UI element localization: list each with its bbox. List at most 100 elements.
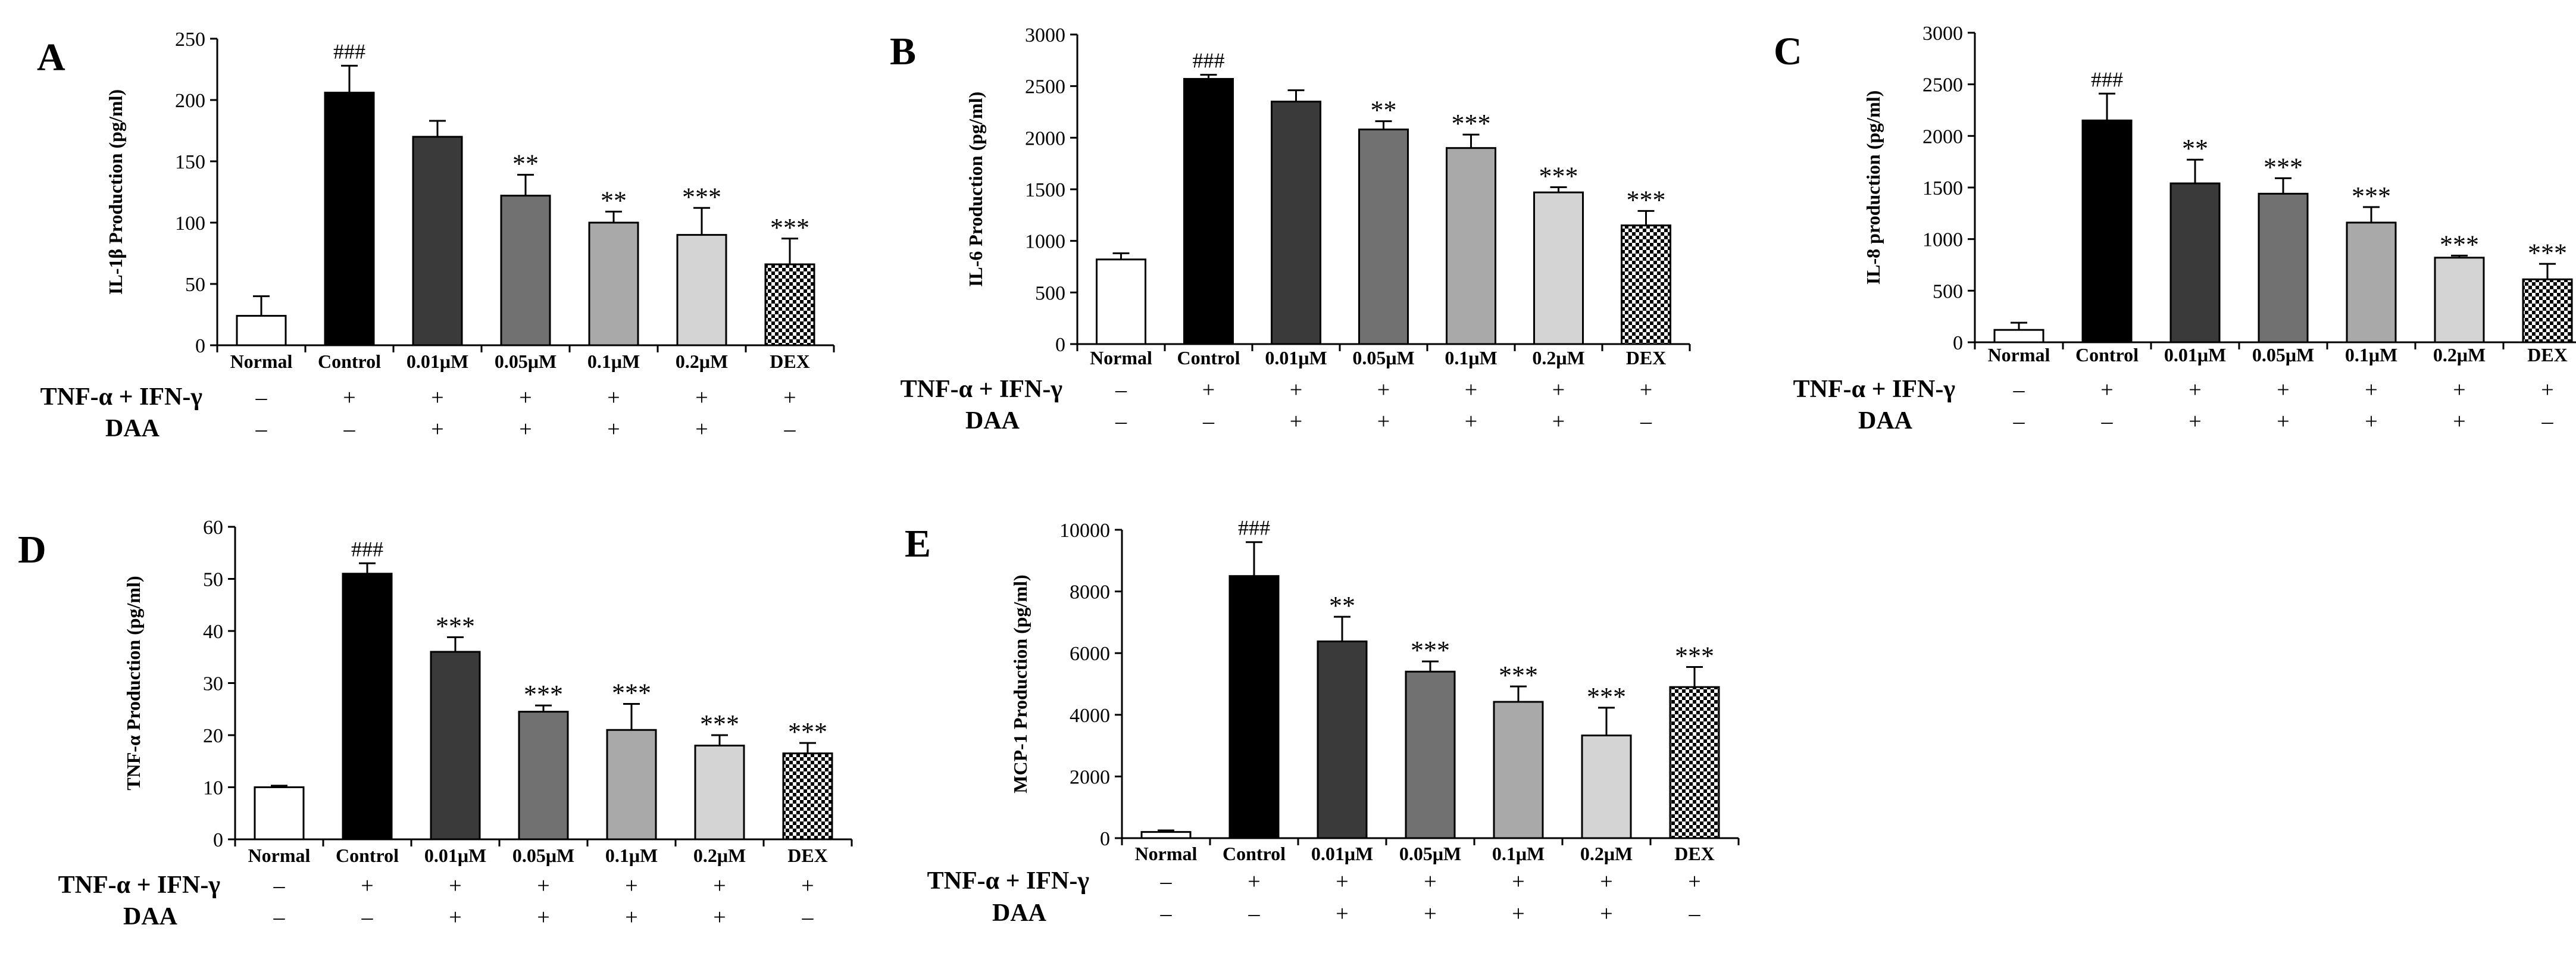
y-tick-label: 1000 <box>1025 231 1065 253</box>
treatment-sign: + <box>537 873 549 898</box>
bar <box>1581 735 1632 839</box>
y-tick-label: 40 <box>203 621 223 643</box>
significance-mark: *** <box>700 710 739 739</box>
panel-d: D 0 10 20 30 40 50 60 TNF-α Production (pg/ml) No… <box>18 517 853 930</box>
y-axis-title: IL-6 Production (pg/ml) <box>965 92 986 287</box>
daa-sign: – <box>784 417 796 442</box>
bar <box>764 263 815 346</box>
bar <box>606 729 657 841</box>
panel-e: E 0 2000 4000 6000 8000 10000 MCP-1 Production … <box>905 516 1740 927</box>
category-label: Control <box>2075 344 2139 365</box>
daa-sign: – <box>1202 409 1215 434</box>
treatment-sign: – <box>273 873 286 898</box>
daa-sign: + <box>519 417 532 442</box>
y-axis-title: TNF-α Production (pg/ml) <box>123 576 144 790</box>
daa-sign: – <box>2541 409 2554 434</box>
treatment-sign: + <box>431 385 443 410</box>
panel-letter: A <box>37 36 65 79</box>
y-tick-label: 100 <box>175 213 205 235</box>
category-label: 0.2μM <box>676 351 728 372</box>
significance-mark: *** <box>682 182 721 211</box>
category-label: 0.2μM <box>693 845 746 866</box>
significance-mark: ** <box>1329 591 1355 620</box>
treatment-sign: + <box>2189 377 2201 402</box>
y-tick-label: 10000 <box>1059 520 1110 542</box>
treatment-sign: + <box>1688 869 1700 894</box>
significance-mark: *** <box>788 717 827 746</box>
y-tick-label: 2000 <box>1070 766 1110 788</box>
y-tick-label: 30 <box>203 673 223 695</box>
category-label: 0.05μM <box>1352 347 1414 368</box>
category-label: Control <box>318 351 381 372</box>
bar <box>500 195 551 346</box>
treatment-sign: + <box>2365 377 2377 402</box>
treatment-sign: + <box>1424 869 1436 894</box>
treatment-row-label: TNF-α + IFN-γ <box>901 376 1063 403</box>
bar <box>412 136 463 346</box>
daa-row-label: DAA <box>105 415 160 442</box>
y-tick-label: 0 <box>213 829 223 851</box>
panel-letter: E <box>905 522 931 566</box>
significance-mark: *** <box>2440 230 2479 259</box>
treatment-sign: + <box>1290 377 1302 402</box>
daa-row-label: DAA <box>1858 407 1913 435</box>
bar <box>1993 329 2044 343</box>
category-label: Normal <box>1988 344 2050 365</box>
significance-mark: *** <box>612 679 651 708</box>
treatment-sign: + <box>713 873 726 898</box>
treatment-sign: + <box>801 873 814 898</box>
category-label: DEX <box>2527 344 2568 365</box>
daa-sign: + <box>431 417 443 442</box>
significance-mark: *** <box>770 213 809 242</box>
daa-row-label: DAA <box>992 899 1047 927</box>
bar <box>518 711 569 841</box>
y-tick-label: 500 <box>1035 282 1065 304</box>
bar <box>1621 224 1671 345</box>
bar <box>1405 670 1456 839</box>
treatment-sign: + <box>695 385 708 410</box>
category-label: Control <box>336 845 399 866</box>
y-tick-label: 250 <box>175 29 205 51</box>
y-tick-label: 2000 <box>1025 127 1065 149</box>
significance-mark: *** <box>524 680 563 709</box>
category-label: Normal <box>230 351 293 372</box>
daa-sign: + <box>1512 901 1524 926</box>
treatment-sign: + <box>2100 377 2113 402</box>
bar <box>1271 101 1321 345</box>
category-label: 0.2μM <box>2433 344 2486 365</box>
treatment-sign: + <box>1465 377 1477 402</box>
bar <box>2434 257 2485 343</box>
daa-sign: – <box>1115 409 1127 434</box>
daa-sign: – <box>1640 409 1652 434</box>
daa-sign: + <box>1290 409 1302 434</box>
daa-sign: + <box>2365 409 2377 434</box>
significance-mark: *** <box>1627 185 1666 214</box>
bar <box>676 234 727 346</box>
y-tick-label: 1500 <box>1025 179 1065 201</box>
treatment-sign: + <box>1377 377 1390 402</box>
category-label: Normal <box>1090 347 1152 368</box>
y-tick-label: 3000 <box>1025 24 1065 46</box>
bar <box>1493 701 1544 839</box>
significance-mark: *** <box>1539 162 1578 191</box>
treatment-sign: + <box>783 385 796 410</box>
daa-sign: – <box>2013 409 2025 434</box>
significance-mark: ### <box>2091 67 2123 91</box>
y-tick-label: 50 <box>185 274 205 296</box>
treatment-sign: + <box>361 873 373 898</box>
bar <box>1533 191 1584 345</box>
daa-sign: + <box>695 417 708 442</box>
y-tick-label: 0 <box>1953 332 1963 354</box>
treatment-sign: + <box>1512 869 1524 894</box>
treatment-sign: + <box>1202 377 1215 402</box>
category-label: 0.01μM <box>1265 347 1327 368</box>
bar <box>254 786 305 841</box>
daa-sign: – <box>1248 901 1261 926</box>
daa-sign: – <box>1689 901 1701 926</box>
daa-sign: – <box>361 905 374 930</box>
significance-mark: ### <box>351 537 383 561</box>
treatment-sign: – <box>2013 377 2025 402</box>
y-tick-label: 0 <box>1055 334 1065 356</box>
daa-sign: – <box>343 417 356 442</box>
y-tick-label: 500 <box>1933 280 1963 302</box>
